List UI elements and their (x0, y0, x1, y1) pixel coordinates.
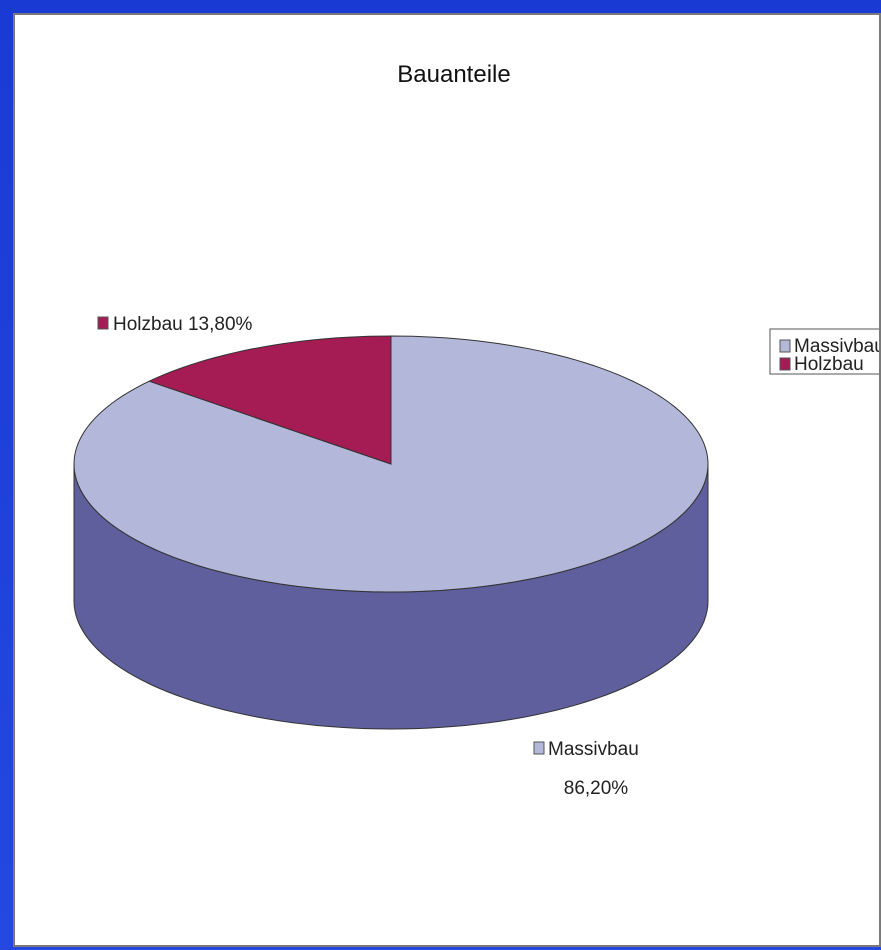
data-label-massivbau-value: 86,20% (564, 778, 629, 799)
legend-label-massivbau: Massivbau (794, 336, 879, 357)
pie-chart: Bauanteile Holzbau 13,80% Massivbau 86,20%… (73, 61, 879, 799)
legend-label-holzbau: Holzbau (794, 354, 864, 375)
legend: Massivbau Holzbau (769, 328, 879, 375)
data-label-swatch-holzbau (97, 316, 109, 330)
legend-swatch-holzbau (779, 357, 791, 371)
pie-group (73, 335, 709, 730)
data-label-holzbau: Holzbau 13,80% (113, 314, 253, 335)
data-label-massivbau-name: Massivbau (548, 739, 639, 760)
legend-swatch-massivbau (779, 339, 791, 353)
data-labels: Holzbau 13,80% Massivbau 86,20% (97, 314, 639, 799)
chart-title: Bauanteile (397, 61, 510, 88)
chart-area: Bauanteile Holzbau 13,80% Massivbau 86,20%… (13, 13, 881, 947)
pie-slice-holzbau (147, 335, 392, 465)
data-label-swatch-massivbau (533, 741, 545, 755)
